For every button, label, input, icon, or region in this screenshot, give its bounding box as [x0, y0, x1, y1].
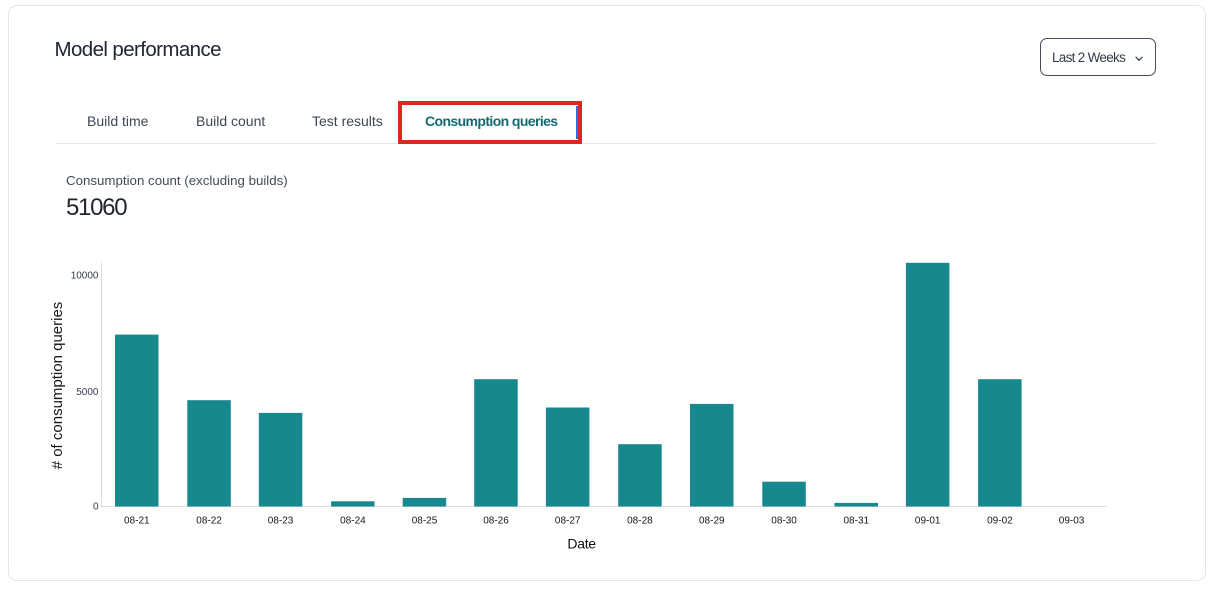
svg-text:08-25: 08-25 [412, 516, 438, 527]
svg-text:08-26: 08-26 [483, 516, 509, 527]
svg-text:10000: 10000 [71, 271, 99, 282]
svg-text:Date: Date [567, 536, 596, 552]
svg-text:0: 0 [93, 502, 99, 513]
svg-text:09-01: 09-01 [915, 516, 941, 527]
svg-text:# of consumption queries: # of consumption queries [49, 302, 66, 470]
svg-text:08-23: 08-23 [268, 516, 294, 527]
svg-text:08-22: 08-22 [196, 516, 222, 527]
svg-text:5000: 5000 [76, 387, 99, 398]
svg-text:08-30: 08-30 [771, 516, 797, 527]
svg-text:09-03: 09-03 [1059, 516, 1085, 527]
svg-text:08-29: 08-29 [699, 516, 725, 527]
svg-text:08-24: 08-24 [340, 516, 366, 527]
svg-text:08-27: 08-27 [555, 516, 581, 527]
svg-text:08-21: 08-21 [124, 516, 150, 527]
svg-text:08-31: 08-31 [844, 516, 870, 527]
svg-text:09-02: 09-02 [987, 516, 1013, 527]
svg-text:08-28: 08-28 [627, 516, 653, 527]
